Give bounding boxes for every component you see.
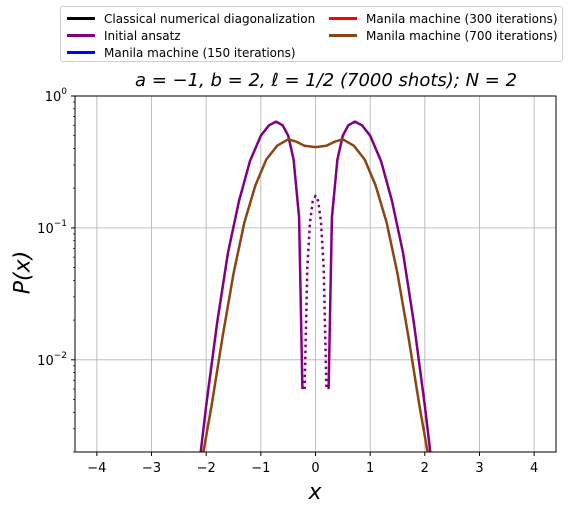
x-tick-label: −2 [197,461,216,476]
x-tick-label: 1 [366,461,374,476]
legend-item: Manila machine (300 iterations) [329,10,558,27]
legend-label: Manila machine (150 iterations) [104,45,296,60]
legend-swatch [67,34,95,37]
chart-title: a = −1, b = 2, ℓ = 1/2 (7000 shots); N =… [134,70,518,91]
x-tick-label: 4 [530,461,538,476]
x-tick-label: 2 [421,461,429,476]
legend-item: Manila machine (700 iterations) [329,27,558,44]
y-tick-label: 100 [45,87,68,105]
legend-label: Initial ansatz [104,28,181,43]
x-axis-label: x [308,480,322,505]
legend-swatch [67,17,95,20]
legend-label: Manila machine (700 iterations) [366,28,558,43]
legend-swatch [329,34,357,37]
y-tick-label: 10−1 [37,219,67,237]
legend-item: Initial ansatz [67,27,181,44]
series-line [199,120,432,452]
legend-item: Classical numerical diagonalization [67,10,315,27]
legend-swatch [67,51,95,54]
x-tick-label: 3 [475,461,483,476]
legend-swatch [329,17,357,20]
x-tick-label: −3 [142,461,161,476]
legend: Classical numerical diagonalization Init… [60,6,563,62]
legend-label: Classical numerical diagonalization [104,11,316,26]
x-tick-label: −4 [87,461,106,476]
legend-label: Manila machine (300 iterations) [366,11,558,26]
series-line [202,138,429,452]
series-line [303,194,328,390]
y-tick-label: 10−2 [37,351,67,369]
legend-item: Manila machine (150 iterations) [67,44,296,61]
x-tick-label: 0 [311,461,319,476]
x-tick-label: −1 [251,461,270,476]
